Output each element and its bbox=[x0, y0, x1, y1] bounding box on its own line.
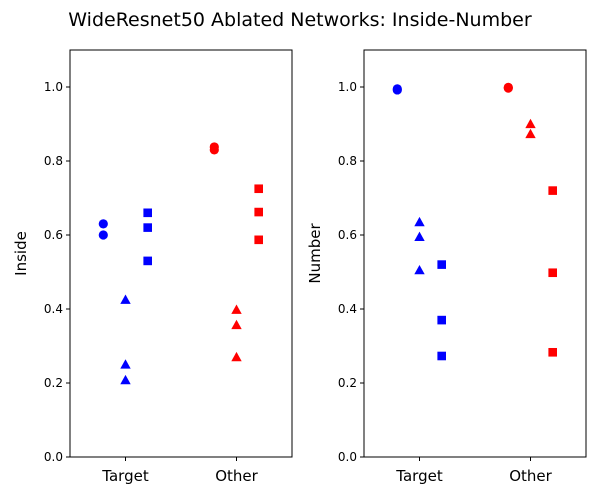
y-tick-label: 0.4 bbox=[338, 302, 357, 316]
data-point-square bbox=[548, 268, 557, 278]
data-point-square bbox=[437, 315, 446, 325]
y-tick-label: 0.2 bbox=[44, 376, 63, 390]
y-tick-label: 0.8 bbox=[338, 154, 357, 168]
data-point-triangle bbox=[414, 216, 425, 227]
data-point-triangle bbox=[120, 374, 131, 385]
data-point-square bbox=[437, 351, 446, 361]
data-point-circle bbox=[503, 83, 513, 93]
data-point-triangle bbox=[231, 304, 242, 314]
x-category-label: Other bbox=[215, 467, 258, 485]
y-tick-label: 1.0 bbox=[44, 80, 63, 94]
data-point-square bbox=[254, 207, 263, 217]
data-point-triangle bbox=[231, 351, 242, 362]
data-point-square bbox=[254, 184, 263, 194]
data-point-triangle bbox=[414, 264, 425, 275]
data-point-triangle bbox=[231, 319, 242, 330]
data-point-square bbox=[254, 235, 263, 245]
data-point-triangle bbox=[414, 231, 425, 242]
x-category-label: Target bbox=[395, 467, 443, 485]
data-point-triangle bbox=[525, 128, 536, 139]
data-point-triangle bbox=[120, 359, 131, 369]
y-tick-label: 0.0 bbox=[338, 450, 357, 464]
y-axis-label: Number bbox=[306, 223, 324, 284]
data-point-square bbox=[548, 186, 557, 195]
inside-panel: 0.0 0.2 0.4 0.6 0.8 1.0 Target Other Inside bbox=[12, 49, 293, 485]
data-point-triangle bbox=[120, 294, 131, 304]
data-point-square bbox=[143, 223, 152, 232]
y-tick-label: 0.8 bbox=[44, 154, 63, 168]
data-point-circle bbox=[98, 219, 108, 229]
data-point-square bbox=[437, 260, 446, 269]
plot-frame bbox=[363, 49, 587, 458]
data-point-square bbox=[548, 347, 557, 357]
y-tick-label: 0.0 bbox=[44, 450, 63, 464]
data-point-circle bbox=[209, 145, 219, 155]
y-tick-label: 0.6 bbox=[338, 228, 357, 242]
y-tick-label: 1.0 bbox=[338, 80, 357, 94]
number-panel: 0.0 0.2 0.4 0.6 0.8 1.0 Target Other Number bbox=[306, 49, 587, 485]
y-tick-label: 0.6 bbox=[44, 228, 63, 242]
y-axis-label: Inside bbox=[12, 231, 30, 276]
data-point-circle bbox=[392, 85, 402, 95]
x-category-label: Target bbox=[101, 467, 149, 485]
data-point-square bbox=[143, 256, 152, 266]
x-category-label: Other bbox=[509, 467, 552, 485]
data-point-circle bbox=[98, 230, 108, 240]
figure-title: WideResnet50 Ablated Networks: Inside-Nu… bbox=[68, 9, 532, 31]
data-point-square bbox=[143, 208, 152, 218]
plot-frame bbox=[69, 49, 293, 458]
data-point-triangle bbox=[525, 118, 536, 129]
y-tick-label: 0.4 bbox=[44, 302, 63, 316]
y-tick-label: 0.2 bbox=[338, 376, 357, 390]
